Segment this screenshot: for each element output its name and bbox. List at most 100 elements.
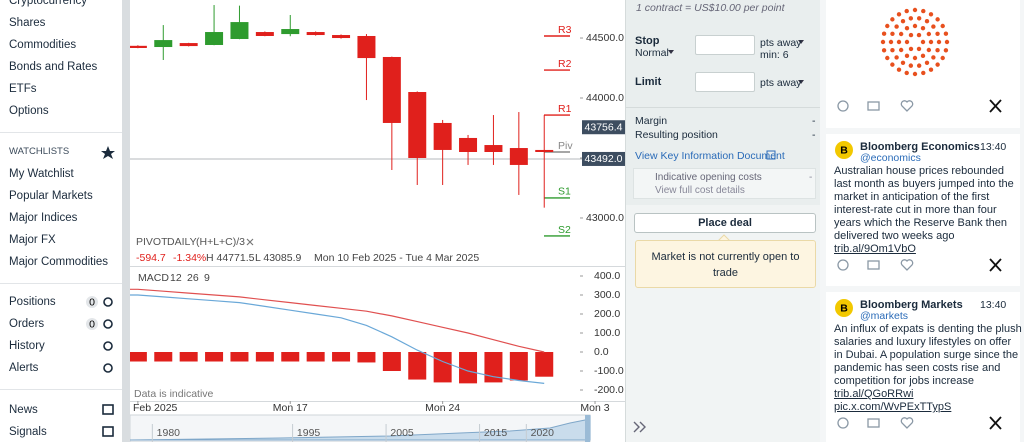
macd-bar <box>357 352 376 363</box>
candle-body <box>205 32 224 45</box>
nav-item[interactable]: Shares <box>9 17 46 29</box>
candle-body <box>306 32 325 36</box>
y-tick-label: 0.0 <box>594 346 609 358</box>
pivot-label: S2 <box>558 224 571 236</box>
candle-body <box>357 35 376 59</box>
price-tag <box>582 151 625 166</box>
nav-item[interactable]: Bonds and Rates <box>9 61 98 73</box>
nav-item[interactable]: Options <box>9 105 49 117</box>
tweet-text: An influx of expats is denting the plush… <box>834 323 1022 433</box>
divider <box>0 389 122 390</box>
macd-bar <box>509 352 528 381</box>
nav-item[interactable]: My Watchlist <box>9 168 74 180</box>
tweet-link[interactable]: trib.al/QGoRRwi <box>834 388 914 400</box>
contract-info: 1 contract = US$10.00 per point <box>636 2 785 14</box>
price-tag-label: 43492.0 <box>585 153 623 165</box>
field-label: Margin <box>635 115 668 127</box>
candle-body <box>230 22 249 39</box>
unit[interactable]: pts away <box>760 77 802 89</box>
field-label: Stop <box>635 35 660 47</box>
notice: Market is not currently open to trade <box>635 240 816 288</box>
section-title: WATCHLISTS <box>9 146 70 157</box>
tweet-link[interactable]: pic.x.com/WvPExTTypS <box>834 401 952 413</box>
hint: min: 6 <box>760 49 789 61</box>
scrollbar <box>122 0 130 442</box>
link[interactable]: View Key Information Document <box>635 150 785 162</box>
nav-item[interactable]: Major FX <box>9 234 56 246</box>
tweet-card <box>826 134 1020 286</box>
tweet-link[interactable]: trib.al/9Om1VbO <box>834 243 916 255</box>
macd-param: 9 <box>204 272 210 284</box>
costs-box <box>633 168 816 199</box>
x-tick-label: Mon 3 <box>580 402 609 414</box>
nav-item[interactable]: Signals <box>9 426 47 438</box>
candle-body <box>459 137 478 152</box>
candle-body <box>433 122 452 150</box>
handle[interactable]: @economics <box>860 152 921 164</box>
tweet-body: Australian house prices rebounded last m… <box>834 165 1014 242</box>
navigator-window <box>585 415 590 442</box>
select[interactable]: Normal <box>635 47 669 59</box>
pivot-label: S1 <box>558 186 571 198</box>
input[interactable] <box>695 72 755 92</box>
macd-bar <box>130 352 147 362</box>
macd-line <box>130 294 545 384</box>
costs-label: Indicative opening costs <box>655 172 762 183</box>
pivot-label: R2 <box>558 58 572 70</box>
price-tag-label: 43756.4 <box>585 122 623 134</box>
tweet-card <box>826 292 1020 442</box>
nav-item[interactable]: Alerts <box>9 362 39 374</box>
sidebar <box>0 0 122 442</box>
navigator-label: 2005 <box>390 427 414 439</box>
field-label: Resulting position <box>635 129 718 141</box>
nav-item[interactable]: Commodities <box>9 39 77 51</box>
macd-bar <box>382 352 401 372</box>
link[interactable]: View full cost details <box>655 185 745 196</box>
navigator-label: 2015 <box>484 427 508 439</box>
change-label: -594.7 <box>136 252 166 264</box>
nav-item[interactable]: Positions <box>9 296 56 308</box>
candle-body <box>382 56 401 123</box>
navigator-label: 2020 <box>531 427 555 439</box>
tweet-body: An influx of expats is denting the plush… <box>834 323 1022 387</box>
macd-bar <box>154 352 173 362</box>
nav-item[interactable]: Major Indices <box>9 212 78 224</box>
author[interactable]: Bloomberg Markets <box>860 299 963 311</box>
pivot-label: Piv <box>558 140 573 152</box>
field-value: - <box>809 172 813 183</box>
input[interactable] <box>695 35 755 55</box>
close-icon <box>246 238 254 246</box>
candle-body <box>255 32 274 36</box>
unit[interactable]: pts away <box>760 37 802 49</box>
handle[interactable]: @markets <box>860 310 908 322</box>
time: 13:40 <box>980 141 1007 153</box>
note: Data is indicative <box>134 388 214 400</box>
macd-bar <box>255 352 274 362</box>
macd-bar <box>205 352 224 362</box>
field-value: - <box>812 115 816 127</box>
button[interactable]: Place deal <box>634 213 816 233</box>
indicator-label: DAILY <box>167 236 197 248</box>
nav-item[interactable]: Orders <box>9 318 45 330</box>
candle-body <box>484 145 503 152</box>
change-pct-label: -1.34% <box>173 252 206 264</box>
nav-item[interactable]: News <box>9 404 38 416</box>
nav-item[interactable]: ETFs <box>9 83 37 95</box>
candle-body <box>332 35 351 39</box>
nav-item[interactable]: History <box>9 340 45 352</box>
y-tick-label: 100.0 <box>594 327 620 339</box>
author[interactable]: Bloomberg Economics <box>860 141 980 153</box>
price-tag <box>582 120 625 135</box>
nav-item[interactable]: Popular Markets <box>9 190 93 202</box>
range-label: Mon 10 Feb 2025 - Tue 4 Mar 2025 <box>314 252 479 264</box>
nav-item[interactable]: Cryptocurrency <box>9 0 87 7</box>
candle-body <box>154 40 173 48</box>
y-tick-label: 44500.0 <box>586 32 624 44</box>
candle-body <box>408 92 427 158</box>
candle-body <box>509 148 528 165</box>
y-tick-label: -100.0 <box>594 365 624 377</box>
navigator-label: 1980 <box>157 427 181 439</box>
divider <box>0 283 122 284</box>
nav-item[interactable]: Major Commodities <box>9 256 109 268</box>
